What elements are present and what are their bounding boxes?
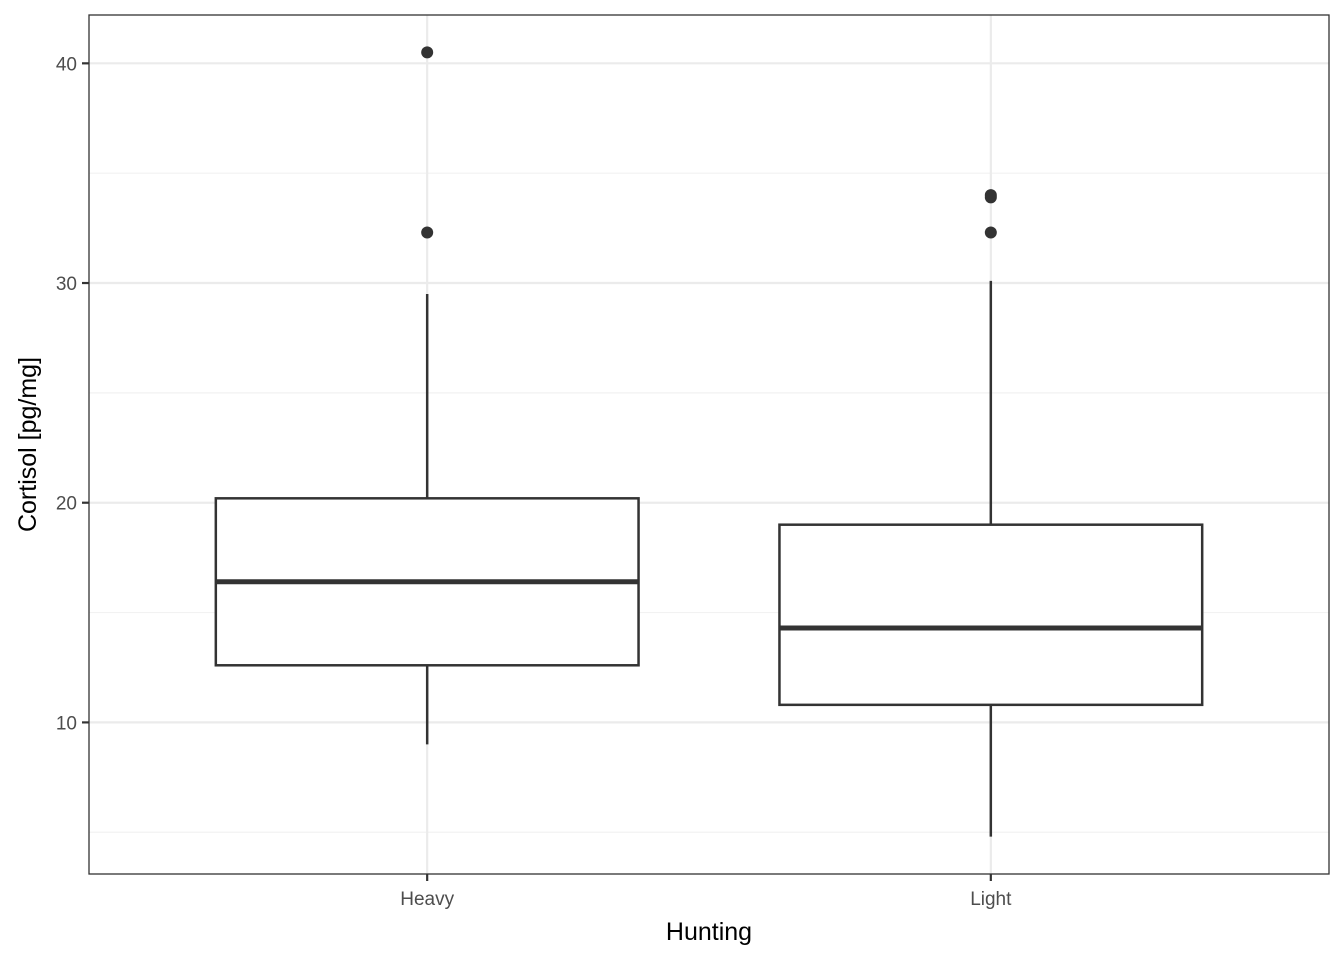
box-light — [778, 189, 1204, 837]
outlier-point — [421, 46, 434, 59]
x-axis: Heavy Light — [400, 874, 1012, 910]
x-tick-label: Light — [970, 889, 1012, 910]
plot-panel-border — [88, 14, 1330, 875]
x-tick-label: Heavy — [400, 889, 454, 910]
y-tick-label: 30 — [56, 274, 77, 295]
y-tick-label: 40 — [56, 54, 77, 75]
outlier-point — [984, 189, 997, 202]
iqr-box — [778, 523, 1204, 707]
box-heavy — [214, 46, 640, 745]
grid-lines — [89, 15, 1329, 874]
y-axis-title: Cortisol [pg/mg] — [14, 357, 42, 532]
outlier-point — [421, 226, 434, 239]
y-tick-label: 20 — [56, 494, 77, 515]
y-axis: 10 20 30 40 — [56, 54, 89, 734]
y-tick-label: 10 — [56, 713, 77, 734]
x-axis-title: Hunting — [666, 918, 752, 946]
boxplots — [214, 46, 1204, 837]
outlier-point — [984, 226, 997, 239]
